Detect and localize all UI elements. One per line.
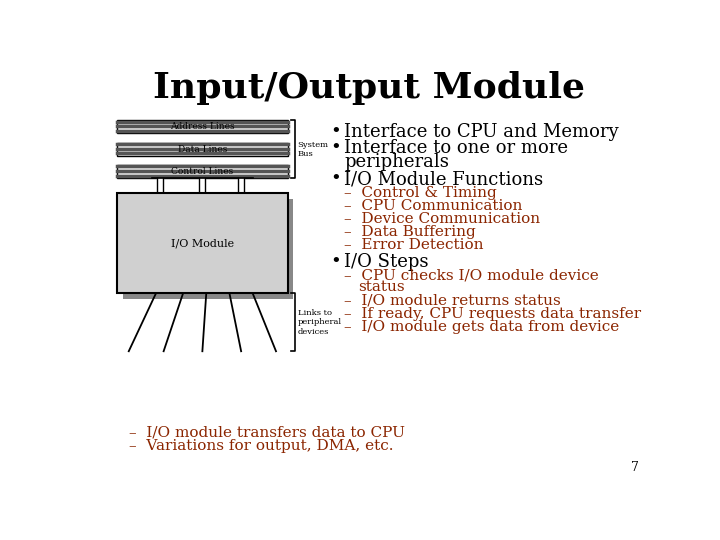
- Bar: [117, 165, 287, 178]
- Text: Address Lines: Address Lines: [170, 122, 235, 131]
- Text: Input/Output Module: Input/Output Module: [153, 71, 585, 105]
- Bar: [117, 143, 287, 156]
- Text: –  Error Detection: – Error Detection: [344, 238, 484, 252]
- Text: –  I/O module gets data from device: – I/O module gets data from device: [344, 320, 619, 334]
- Text: •: •: [330, 123, 341, 140]
- Text: status: status: [358, 280, 405, 294]
- Text: 7: 7: [631, 462, 639, 475]
- Text: Data Lines: Data Lines: [178, 145, 227, 153]
- Text: –  I/O module transfers data to CPU: – I/O module transfers data to CPU: [129, 425, 405, 439]
- Text: –  I/O module returns status: – I/O module returns status: [344, 294, 561, 307]
- Text: I/O Module: I/O Module: [171, 239, 234, 248]
- Text: •: •: [330, 170, 341, 188]
- Text: –  CPU checks I/O module device: – CPU checks I/O module device: [344, 269, 599, 283]
- Text: •: •: [330, 253, 341, 272]
- Text: •: •: [330, 139, 341, 158]
- Text: peripherals: peripherals: [344, 153, 449, 171]
- Bar: [117, 193, 287, 294]
- Bar: [122, 199, 293, 299]
- Text: –  CPU Communication: – CPU Communication: [344, 199, 523, 213]
- Text: –  Variations for output, DMA, etc.: – Variations for output, DMA, etc.: [129, 439, 393, 453]
- Text: Interface to CPU and Memory: Interface to CPU and Memory: [344, 123, 618, 140]
- Text: I/O Steps: I/O Steps: [344, 253, 428, 272]
- Bar: [117, 120, 287, 133]
- Text: I/O Module Functions: I/O Module Functions: [344, 170, 544, 188]
- Text: System
Bus: System Bus: [297, 140, 329, 158]
- Text: Links to
peripheral
devices: Links to peripheral devices: [297, 309, 342, 335]
- Text: –  Data Buffering: – Data Buffering: [344, 225, 476, 239]
- Text: Interface to one or more: Interface to one or more: [344, 139, 568, 158]
- Text: –  Control & Timing: – Control & Timing: [344, 186, 497, 200]
- Text: –  Device Communication: – Device Communication: [344, 212, 540, 226]
- Text: Control Lines: Control Lines: [171, 167, 233, 176]
- Text: –  If ready, CPU requests data transfer: – If ready, CPU requests data transfer: [344, 307, 642, 321]
